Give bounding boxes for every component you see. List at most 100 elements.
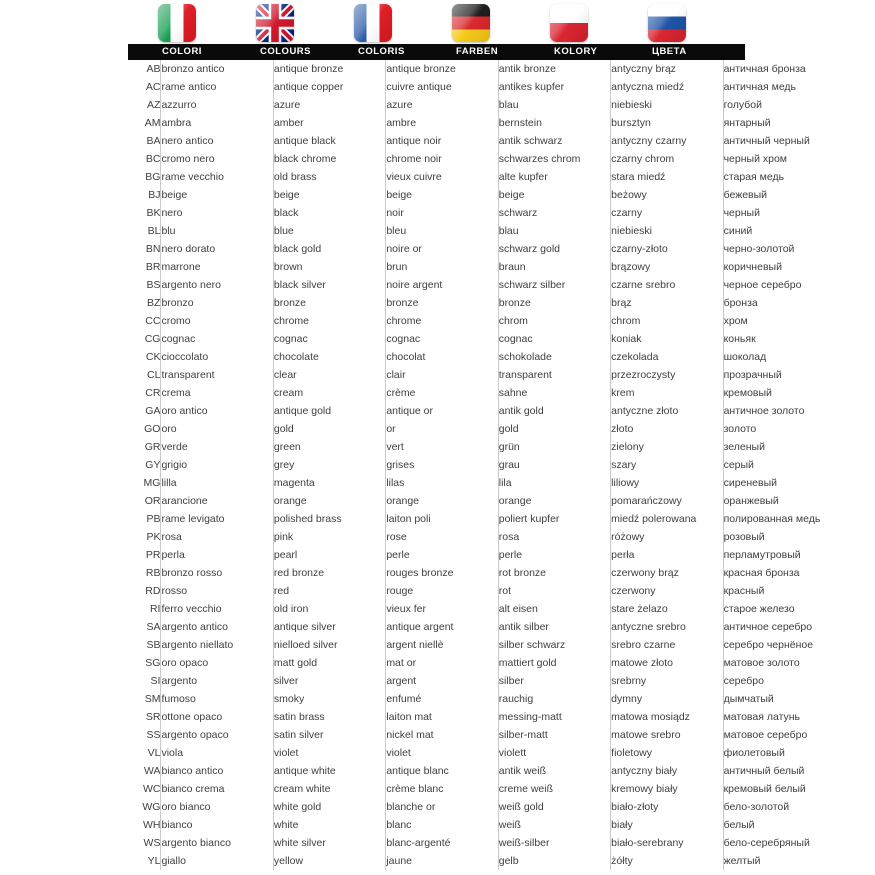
color-name-cell-fr: noir — [385, 204, 499, 222]
table-row: SG oro opaco matt gold mat or mattiert gold m… — [128, 654, 875, 672]
color-name-cell-ru: античная медь — [722, 78, 875, 96]
color-name-cell-pl: liliowy — [610, 474, 724, 492]
color-name-cell-fr: or — [385, 420, 499, 438]
color-name-cell-ru: бронза — [722, 294, 875, 312]
color-name-cell-de: antik bronze — [497, 60, 611, 78]
color-name-cell-pl: złoto — [610, 420, 724, 438]
color-code-cell: WA — [143, 765, 161, 777]
color-name-cell-en: cream — [272, 384, 386, 402]
color-name-cell-it: marrone — [160, 258, 274, 276]
color-name-cell-fr: noire or — [385, 240, 499, 258]
color-name-cell-pl: brąz — [610, 294, 724, 312]
table-row: BC cromo nero black chrome chrome noir schwa… — [128, 150, 875, 168]
table-row: YL giallo yellow jaune gelb żółty желтый — [128, 852, 875, 870]
table-row: RI ferro vecchio old iron vieux fer alt eise… — [128, 600, 875, 618]
table-row: CK cioccolato chocolate chocolat schokolade c… — [128, 348, 875, 366]
color-name-cell-it: bianco — [160, 816, 274, 834]
flag-germany-cell — [419, 2, 522, 44]
flag-gloss-overlay — [549, 4, 588, 42]
color-name-cell-ru: зеленый — [722, 438, 875, 456]
color-name-cell-de: weiß-silber — [497, 834, 611, 852]
color-name-cell-it: rame antico — [160, 78, 274, 96]
color-name-cell-ru: старая медь — [722, 168, 875, 186]
color-table-wrapper: AB bronzo antico antique bronze antique bro… — [128, 60, 875, 870]
color-name-cell-en: green — [272, 438, 386, 456]
color-name-cell-fr: antique bronze — [385, 60, 499, 78]
color-name-cell-it: argento nero — [160, 276, 274, 294]
color-name-cell-pl: biało-serebrany — [610, 834, 724, 852]
color-name-cell-en: white gold — [272, 798, 386, 816]
color-name-cell-fr: enfumé — [385, 690, 499, 708]
color-name-cell-en: old iron — [272, 600, 386, 618]
color-name-cell-ru: матовая латунь — [722, 708, 875, 726]
color-name-cell-ru: кремовый белый — [722, 780, 875, 798]
table-row: AC rame antico antique copper cuivre antiqu… — [128, 78, 875, 96]
color-name-cell-en: black silver — [272, 276, 386, 294]
color-code-cell: RD — [145, 585, 161, 597]
color-name-cell-it: bianco antico — [160, 762, 274, 780]
table-row: PR perla pearl perle perle perła перламутровый — [128, 546, 875, 564]
color-name-cell-ru: серебро чернёное — [722, 636, 875, 654]
flag-france-icon — [353, 4, 392, 42]
color-name-cell-de: silber schwarz — [497, 636, 611, 654]
color-name-cell-en: beige — [272, 186, 386, 204]
color-name-cell-it: perla — [160, 546, 274, 564]
color-name-cell-it: fumoso — [160, 690, 274, 708]
color-code-cell: OR — [144, 495, 161, 507]
color-code-cell: BG — [145, 171, 161, 183]
color-name-cell-it: bronzo rosso — [160, 564, 274, 582]
flag-gloss-overlay — [157, 4, 196, 42]
color-name-cell-de: mattiert gold — [497, 654, 611, 672]
color-code-cell: WH — [142, 819, 161, 831]
flag-poland-icon — [549, 4, 588, 42]
color-name-cell-fr: chrome noir — [385, 150, 499, 168]
color-name-cell-fr: grises — [385, 456, 499, 474]
flag-gloss-overlay — [451, 4, 490, 42]
color-code-cell: WC — [142, 783, 161, 795]
color-name-cell-en: blue — [272, 222, 386, 240]
flag-gloss-overlay — [353, 4, 392, 42]
color-name-cell-de: antik silber — [497, 618, 611, 636]
color-code-cell: WS — [143, 837, 161, 849]
color-name-cell-pl: antyczne srebro — [610, 618, 724, 636]
color-name-cell-it: rame levigato — [160, 510, 274, 528]
color-name-cell-de: braun — [497, 258, 611, 276]
color-name-cell-fr: clair — [385, 366, 499, 384]
table-row: CG cognac cognac cognac cognac koniak коньяк — [128, 330, 875, 348]
table-row: CC cromo chrome chrome chrom chrom хром — [128, 312, 875, 330]
color-code-cell: BS — [146, 279, 161, 291]
color-name-cell-en: amber — [272, 114, 386, 132]
color-name-cell-ru: античная бронза — [722, 60, 875, 78]
color-name-cell-fr: noire argent — [385, 276, 499, 294]
color-name-cell-ru: черное серебро — [722, 276, 875, 294]
color-code-cell: RB — [145, 567, 161, 579]
color-name-cell-pl: szary — [610, 456, 724, 474]
table-row: BL blu blue bleu blau niebieski синий — [128, 222, 875, 240]
color-name-cell-it: giallo — [160, 852, 274, 870]
color-name-cell-it: argento bianco — [160, 834, 274, 852]
color-name-cell-pl: niebieski — [610, 222, 724, 240]
flag-italy-cell — [125, 2, 228, 44]
color-name-cell-pl: czarny-złoto — [610, 240, 724, 258]
color-code-cell: PK — [146, 531, 161, 543]
color-name-cell-it: oro antico — [160, 402, 274, 420]
color-name-cell-it: ottone opaco — [160, 708, 274, 726]
color-name-cell-it: arancione — [160, 492, 274, 510]
color-name-cell-it: verde — [160, 438, 274, 456]
color-name-cell-en: brown — [272, 258, 386, 276]
color-code-cell: SI — [150, 675, 161, 687]
color-name-cell-ru: сиреневый — [722, 474, 875, 492]
color-name-cell-fr: antique noir — [385, 132, 499, 150]
color-name-cell-pl: antyczna miedź — [610, 78, 724, 96]
color-code-cell: CC — [145, 315, 161, 327]
color-name-cell-ru: бело-серебряный — [722, 834, 875, 852]
color-name-cell-it: cioccolato — [160, 348, 274, 366]
color-name-cell-it: argento — [160, 672, 274, 690]
color-name-cell-fr: vieux cuivre — [385, 168, 499, 186]
color-name-cell-pl: czekolada — [610, 348, 724, 366]
color-name-cell-ru: серый — [722, 456, 875, 474]
color-name-cell-en: red bronze — [272, 564, 386, 582]
color-name-cell-fr: lilas — [385, 474, 499, 492]
color-name-cell-ru: коньяк — [722, 330, 875, 348]
